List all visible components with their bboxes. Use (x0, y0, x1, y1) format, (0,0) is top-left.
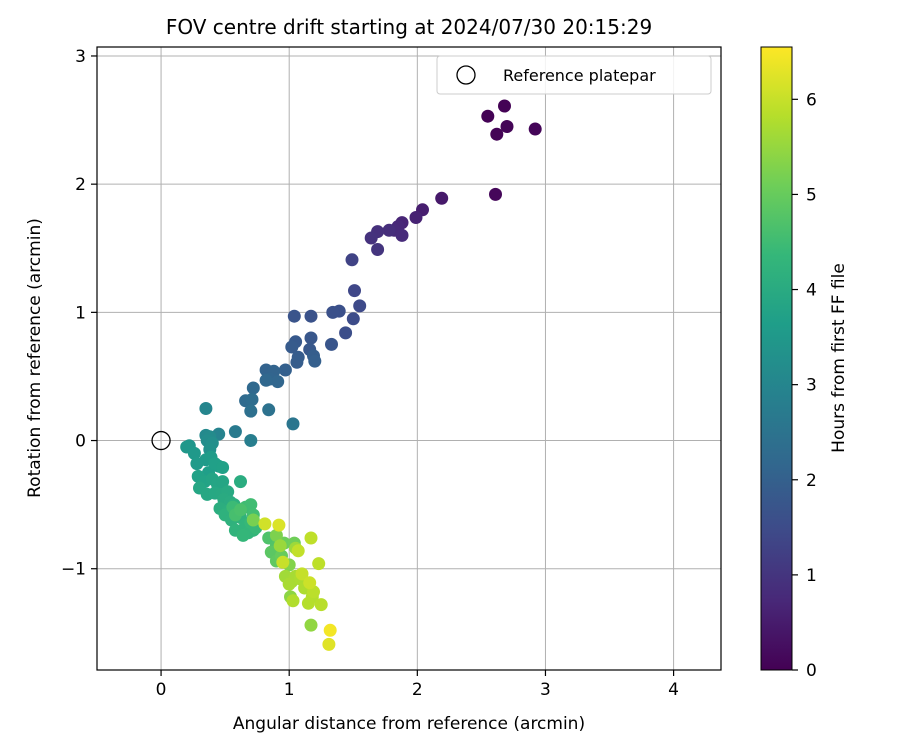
data-point (395, 228, 409, 242)
data-point (287, 309, 301, 323)
colorbar-tick-label: 4 (806, 281, 817, 301)
data-point (269, 528, 283, 542)
chart-title: FOV centre drift starting at 2024/07/30 … (166, 15, 652, 39)
data-point (259, 373, 273, 387)
data-point (187, 446, 201, 460)
data-point (322, 637, 336, 651)
colorbar-gradient (760, 46, 793, 671)
data-points (180, 99, 542, 651)
colorbar-tick-label: 0 (806, 661, 817, 681)
data-point (273, 539, 287, 553)
data-point (481, 109, 495, 123)
data-point (246, 513, 260, 527)
x-axis-ticks: 0 1 2 3 4 (156, 670, 679, 700)
y-tick-label: 3 (75, 47, 86, 67)
data-point (236, 528, 250, 542)
data-point (312, 557, 326, 571)
data-point (216, 461, 230, 474)
data-point (244, 404, 258, 418)
data-point (308, 354, 322, 368)
y-tick-label: 2 (75, 175, 86, 195)
colorbar-tick-label: 6 (806, 90, 817, 110)
colorbar-tick-label: 3 (806, 376, 817, 396)
y-tick-label: 1 (75, 303, 86, 323)
colorbar-tick-label: 2 (806, 471, 817, 491)
data-point (290, 355, 304, 369)
data-point (353, 299, 367, 313)
colorbar-ticks: 0 1 2 3 4 5 6 (792, 90, 817, 681)
x-tick-label: 3 (540, 680, 551, 700)
data-point (490, 127, 504, 141)
data-point (409, 211, 423, 224)
x-tick-label: 4 (668, 680, 679, 700)
data-point (500, 120, 514, 133)
data-point (286, 594, 300, 608)
data-point (323, 623, 337, 637)
colorbar: 0 1 2 3 4 5 6 Hours from first FF file (760, 46, 849, 681)
data-point (272, 518, 286, 532)
data-point (346, 312, 360, 326)
data-point (304, 531, 318, 545)
y-axis-label: Rotation from reference (arcmin) (25, 218, 45, 498)
data-point (285, 340, 299, 354)
data-point (262, 403, 276, 417)
data-point (244, 434, 258, 447)
y-tick-label: 0 (75, 432, 86, 452)
data-point (339, 326, 353, 340)
data-point (345, 253, 359, 267)
data-point (304, 618, 318, 632)
colorbar-tick-label: 1 (806, 566, 817, 586)
legend-marker (456, 65, 476, 85)
data-point (304, 331, 318, 345)
data-point (291, 544, 305, 558)
y-tick-label: −1 (61, 560, 86, 580)
legend-entry-label: Reference platepar (503, 66, 656, 85)
data-point (314, 598, 328, 612)
data-point (246, 381, 260, 395)
data-point (382, 223, 396, 237)
data-point (364, 231, 378, 245)
data-point (276, 555, 290, 569)
x-tick-label: 2 (412, 680, 423, 700)
legend-box (436, 55, 712, 95)
data-point (326, 305, 340, 319)
data-point (244, 498, 258, 512)
data-point (325, 337, 338, 351)
data-point (301, 596, 315, 610)
x-tick-label: 1 (284, 680, 295, 700)
data-point (271, 375, 285, 389)
data-point (258, 517, 272, 531)
legend: Reference platepar (436, 55, 712, 95)
data-point (304, 309, 318, 323)
grid-lines (97, 47, 721, 670)
data-point (278, 363, 292, 377)
data-point (348, 284, 361, 298)
colorbar-label: Hours from first FF file (829, 263, 849, 453)
data-point (498, 99, 511, 113)
plot-frame (96, 46, 722, 671)
data-point (295, 567, 309, 581)
data-point (199, 402, 213, 415)
data-point (371, 243, 385, 256)
x-tick-label: 0 (156, 680, 167, 700)
data-point (435, 191, 449, 205)
data-point (228, 425, 242, 439)
data-point (286, 417, 300, 431)
data-point (234, 503, 247, 517)
reference-platepar-marker (151, 430, 171, 451)
data-point (282, 577, 296, 591)
data-point (528, 122, 542, 136)
data-point (234, 475, 247, 489)
data-point (216, 475, 230, 489)
reference-marker-group (151, 430, 171, 451)
data-point (245, 393, 259, 406)
data-point (303, 576, 317, 590)
data-point (489, 187, 502, 201)
colorbar-tick-label: 5 (806, 185, 817, 205)
x-axis-label: Angular distance from reference (arcmin) (233, 714, 585, 734)
y-axis-ticks: −1 0 1 2 3 (61, 47, 97, 580)
